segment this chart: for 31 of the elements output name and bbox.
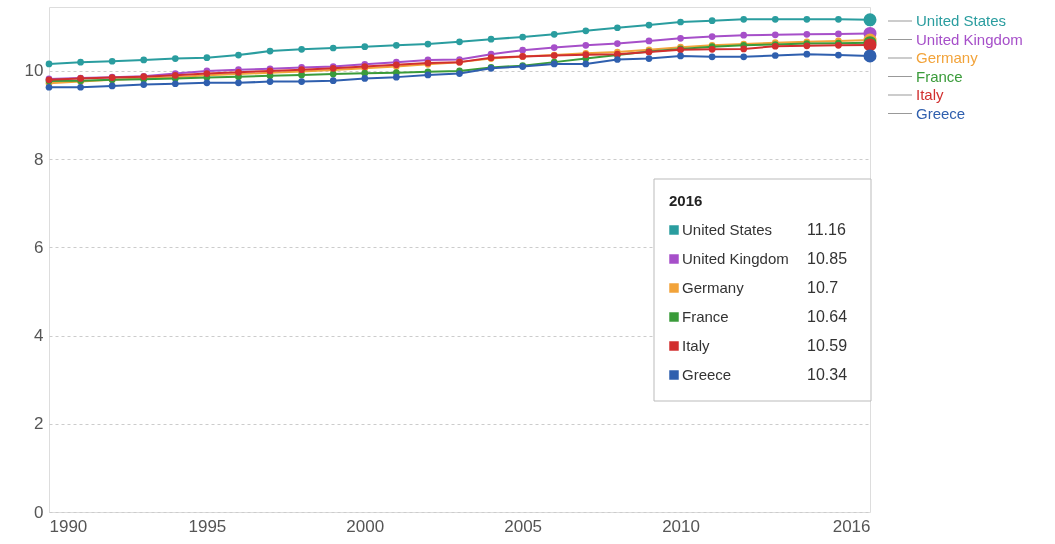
x-tick-label: 1995: [188, 516, 227, 536]
legend-label: Germany: [682, 279, 745, 296]
y-tick-label: 4: [34, 326, 44, 346]
y-tick-label: 6: [34, 237, 44, 257]
legend-label: Italy: [682, 337, 711, 354]
text: United States: [916, 12, 1007, 29]
annotation: 10.34: [807, 366, 848, 383]
text: Greece: [916, 104, 966, 122]
y-tick-label: 2: [34, 414, 44, 434]
x-tick-label: 1990: [49, 516, 88, 536]
annotation: 10.7: [807, 279, 839, 296]
x-tick-label: 2000: [346, 516, 385, 536]
text: Italy: [916, 86, 944, 103]
annotation: 10.59: [807, 337, 848, 354]
legend-label: United States: [682, 221, 773, 238]
y-tick-label: 10: [24, 61, 44, 81]
x-tick-label: 2010: [662, 516, 700, 536]
x-tick-label: 2016: [832, 516, 871, 536]
legend-label: United Kingdom: [682, 250, 789, 267]
text: Germany: [916, 49, 978, 66]
y-tick-label: 0: [34, 502, 44, 522]
annotation: 10.85: [807, 250, 848, 267]
annotation: 2016: [669, 192, 703, 209]
x-tick-label: 2005: [504, 516, 543, 536]
y-tick-label: 8: [34, 149, 44, 169]
legend-label: Greece: [682, 366, 732, 383]
text: United Kingdom: [916, 30, 1023, 48]
legend-label: France: [682, 308, 729, 325]
annotation: 10.64: [807, 308, 848, 325]
annotation: 11.16: [807, 221, 846, 238]
text: France: [916, 67, 963, 85]
